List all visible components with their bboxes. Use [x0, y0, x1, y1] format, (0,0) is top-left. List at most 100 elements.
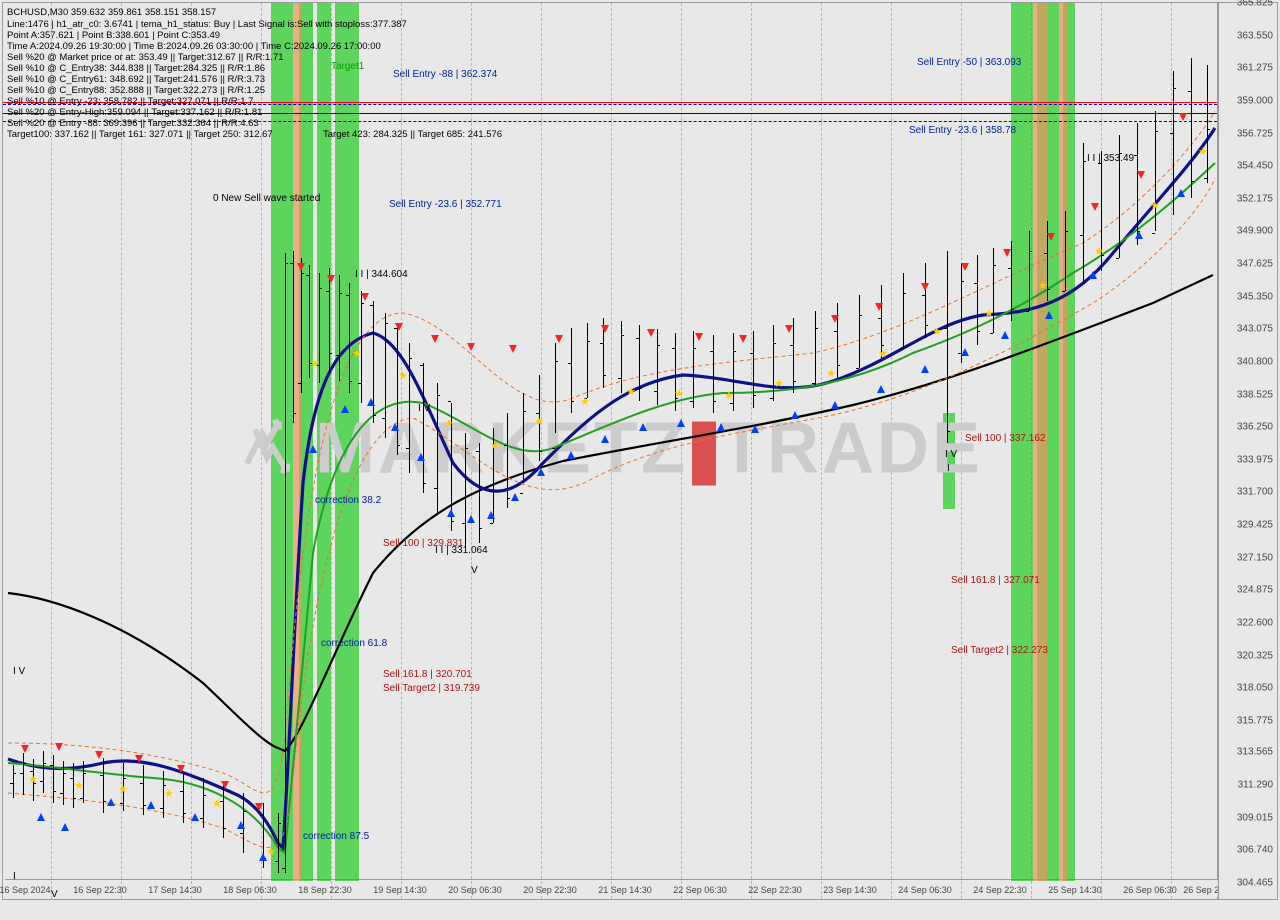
chart-annotation: Sell Target2 | 319.739 — [383, 683, 480, 694]
star-marker-icon: ★ — [28, 773, 38, 786]
y-tick-label: 304.465 — [1237, 878, 1273, 889]
ohlc-bar — [13, 765, 14, 798]
chart-annotation: I V — [418, 403, 430, 414]
star-marker-icon: ★ — [1198, 145, 1208, 158]
ohlc-bar — [285, 253, 286, 873]
chart-annotation: Sell Entry -88 | 362.374 — [393, 69, 497, 80]
y-tick-label: 329.425 — [1237, 520, 1273, 531]
chart-annotation: Sell Entry -50 | 363.093 — [917, 57, 1021, 68]
info-line-targets: Target 423: 284.325 || Target 685: 241.5… — [323, 129, 502, 140]
arrow-up-icon — [467, 515, 475, 523]
arrow-down-icon — [1047, 233, 1055, 241]
arrow-up-icon — [147, 801, 155, 809]
y-tick-label: 347.625 — [1237, 259, 1273, 270]
star-marker-icon: ★ — [534, 415, 544, 428]
y-tick-label: 315.775 — [1237, 715, 1273, 726]
star-marker-icon: ★ — [1094, 245, 1104, 258]
arrow-up-icon — [1045, 311, 1053, 319]
ohlc-bar — [301, 258, 302, 393]
y-tick-label: 322.600 — [1237, 617, 1273, 628]
star-marker-icon: ★ — [774, 377, 784, 390]
arrow-down-icon — [555, 335, 563, 343]
arrow-down-icon — [361, 293, 369, 301]
star-marker-icon: ★ — [984, 307, 994, 320]
star-marker-icon: ★ — [352, 347, 362, 360]
info-line: Line:1476 | h1_atr_c0: 3.6741 | tema_h1_… — [7, 19, 407, 30]
ohlc-bar — [1155, 111, 1156, 231]
arrow-down-icon — [467, 343, 475, 351]
chart-annotation: Sell Entry -23.6 | 358.78 — [909, 125, 1016, 136]
ohlc-bar — [349, 283, 350, 393]
chart-annotation: I V — [945, 449, 957, 460]
chart-annotation: correction 38.2 — [315, 495, 381, 506]
arrow-up-icon — [717, 423, 725, 431]
info-line: Point A:357.621 | Point B:338.601 | Poin… — [7, 30, 220, 41]
chart-annotation: V — [471, 565, 478, 576]
arrow-up-icon — [677, 419, 685, 427]
arrow-up-icon — [751, 425, 759, 433]
chart-annotation: I V — [13, 666, 25, 677]
chart-annotation: Sell 100 | 337.162 — [965, 433, 1045, 444]
chart-annotation: I I | 331.064 — [435, 545, 488, 556]
star-marker-icon: ★ — [266, 845, 276, 858]
y-tick-label: 343.075 — [1237, 324, 1273, 335]
star-marker-icon: ★ — [580, 395, 590, 408]
arrow-up-icon — [1135, 231, 1143, 239]
chart-annotation: Sell Entry -23.6 | 352.771 — [389, 199, 502, 210]
ohlc-bar — [103, 758, 104, 813]
y-tick-label: 313.565 — [1237, 747, 1273, 758]
y-tick-label: 320.325 — [1237, 650, 1273, 661]
y-tick-label: 336.250 — [1237, 422, 1273, 433]
chart-title: BCHUSD,M30 359.632 359.861 358.151 358.1… — [7, 7, 216, 18]
y-axis: 304.465306.740309.015311.290313.565315.7… — [1218, 2, 1278, 900]
ohlc-bar — [993, 248, 994, 333]
x-tick-label: 20 Sep 22:30 — [523, 885, 577, 895]
star-marker-icon: ★ — [826, 367, 836, 380]
arrow-up-icon — [367, 398, 375, 406]
chart-plot-area[interactable]: MARKETZTRADE BCHUSD,M30 359.632 359.861 … — [2, 2, 1218, 900]
arrow-down-icon — [221, 781, 229, 789]
arrow-down-icon — [177, 765, 185, 773]
arrow-up-icon — [237, 821, 245, 829]
arrow-up-icon — [391, 423, 399, 431]
chart-annotation: I — [13, 871, 16, 882]
chart-annotation: correction 61.8 — [321, 638, 387, 649]
arrow-down-icon — [695, 333, 703, 341]
star-marker-icon: ★ — [118, 783, 128, 796]
ohlc-bar — [339, 275, 340, 381]
x-tick-label: 25 Sep 14:30 — [1048, 885, 1102, 895]
ohlc-bar — [1083, 143, 1084, 281]
y-tick-label: 365.825 — [1237, 0, 1273, 9]
star-marker-icon: ★ — [878, 347, 888, 360]
arrow-down-icon — [831, 315, 839, 323]
x-tick-label: 16 Sep 2024 — [0, 885, 51, 895]
chart-annotation: I I | 344.604 — [355, 269, 408, 280]
arrow-up-icon — [487, 511, 495, 519]
ohlc-bar — [947, 251, 948, 443]
star-marker-icon: ★ — [310, 357, 320, 370]
x-tick-label: 22 Sep 22:30 — [748, 885, 802, 895]
y-tick-label: 327.150 — [1237, 552, 1273, 563]
info-line: Sell %10 @ C_Entry38: 344.838 || Target:… — [7, 63, 265, 74]
arrow-up-icon — [537, 468, 545, 476]
ohlc-bar — [639, 325, 640, 401]
arrow-up-icon — [61, 823, 69, 831]
y-tick-label: 340.800 — [1237, 356, 1273, 367]
arrow-down-icon — [95, 751, 103, 759]
chart-annotation: V — [51, 889, 58, 900]
ohlc-bar — [143, 765, 144, 815]
ohlc-bar — [657, 329, 658, 405]
y-tick-label: 333.975 — [1237, 454, 1273, 465]
indicator-orange_band_bot — [8, 178, 1215, 847]
ohlc-bar — [183, 773, 184, 823]
x-tick-label: 24 Sep 06:30 — [898, 885, 952, 895]
y-tick-label: 352.175 — [1237, 193, 1273, 204]
arrow-down-icon — [395, 323, 403, 331]
ohlc-bar — [1173, 71, 1174, 215]
arrow-down-icon — [327, 275, 335, 283]
x-tick-label: 23 Sep 14:30 — [823, 885, 877, 895]
indicator-black_ma — [8, 275, 1213, 751]
y-tick-label: 361.275 — [1237, 63, 1273, 74]
star-marker-icon: ★ — [398, 369, 408, 382]
x-tick-label: 19 Sep 14:30 — [373, 885, 427, 895]
